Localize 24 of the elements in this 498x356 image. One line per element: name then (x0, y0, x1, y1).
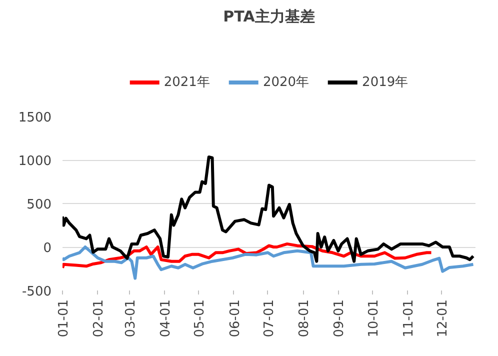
x-tick-label: 10-01 (366, 299, 382, 338)
legend-label: 2021年 (164, 74, 210, 91)
x-tick-label: 04-01 (158, 299, 174, 338)
x-tick-label: 05-01 (192, 299, 208, 338)
x-tick-label: 11-01 (401, 299, 416, 338)
y-tick-label: -500 (22, 284, 52, 300)
x-tick-label: 09-01 (332, 299, 348, 338)
line-series (62, 242, 433, 270)
chart-title: PTA主力基差 (223, 8, 315, 26)
x-tick-label: 08-01 (297, 299, 312, 338)
x-tick-label: 01-01 (56, 299, 72, 338)
legend-label: 2019年 (362, 74, 408, 91)
legend-label: 2020年 (262, 74, 310, 91)
y-tick-label: 500 (26, 198, 52, 212)
y-tick-label: 0 (43, 241, 52, 256)
x-tick-label: 03-01 (123, 299, 138, 338)
line-series (62, 246, 475, 280)
y-tick-label: 1500 (18, 110, 52, 126)
x-tick-label: 02-01 (92, 299, 107, 338)
x-tick-label: 07-01 (262, 299, 277, 338)
y-tick-label: 1000 (18, 154, 52, 169)
line-series (62, 155, 475, 263)
x-tick-label: 06-01 (228, 299, 243, 338)
x-tick-label: 12-01 (435, 299, 450, 338)
